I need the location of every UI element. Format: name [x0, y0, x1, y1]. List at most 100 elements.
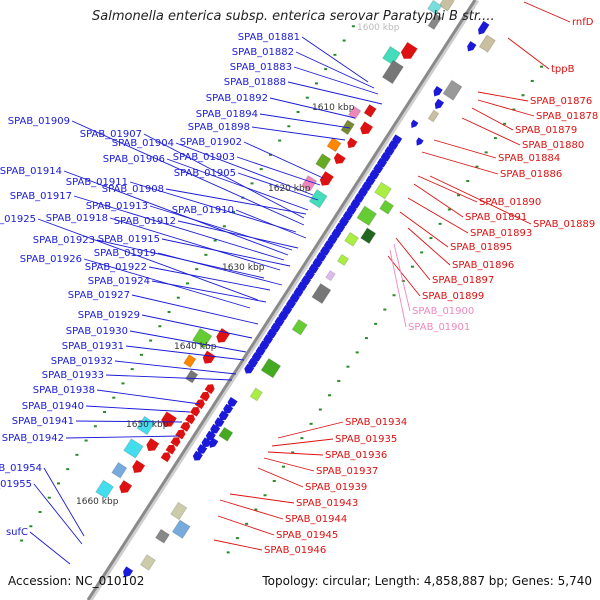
tick-mark: [364, 337, 368, 340]
leader-line: [237, 172, 319, 201]
gene-feature: [244, 363, 255, 374]
leader-line: [429, 175, 532, 225]
leader-line: [389, 249, 407, 328]
gene-label: SPAB_01937: [316, 466, 378, 477]
tick-mark: [324, 68, 328, 71]
gene-feature: [478, 20, 490, 35]
gene-feature: [214, 417, 225, 427]
tick-mark: [457, 194, 461, 197]
tick-mark: [305, 96, 309, 99]
gene-label: SPAB_01908: [102, 184, 164, 195]
tick-mark: [139, 353, 143, 356]
accession-text: Accession: NC_010102: [8, 574, 145, 588]
gene-feature: [325, 270, 336, 282]
tick-mark: [176, 296, 180, 299]
gene-label: SPAB_01917: [10, 191, 72, 202]
ruler-label: 1610 kbp: [312, 103, 355, 113]
gene-feature: [354, 193, 365, 203]
gene-feature: [218, 426, 234, 442]
gene-feature: [123, 566, 134, 577]
gene-label: SPAB_01925: [0, 214, 36, 225]
leader-line: [461, 117, 521, 146]
gene-feature: [360, 121, 373, 135]
tick-mark: [351, 25, 355, 28]
leader-line: [83, 258, 251, 309]
tick-mark: [318, 408, 322, 411]
gene-label: SPAB_01939: [305, 482, 367, 493]
gene-label: SPAB_01899: [422, 291, 484, 302]
leader-line: [523, 1, 571, 23]
tick-mark: [484, 151, 488, 154]
gene-feature: [260, 357, 282, 379]
gene-label: tppB: [551, 64, 575, 75]
tick-mark: [38, 510, 42, 513]
leader-line: [295, 51, 375, 89]
leader-line: [125, 345, 245, 361]
tick-mark: [272, 479, 276, 482]
tick-mark: [392, 294, 396, 297]
backbone-layer: [86, 0, 480, 600]
gene-feature: [327, 234, 338, 245]
gene-feature: [189, 406, 200, 417]
ruler-label: 1650 kbp: [126, 420, 169, 430]
tick-mark: [195, 268, 199, 271]
gene-label: SPAB_01929: [78, 310, 140, 321]
tick-mark: [314, 82, 318, 85]
leader-line: [37, 218, 259, 301]
gene-label: SPAB_01942: [2, 433, 64, 444]
gene-feature: [381, 59, 405, 85]
tick-mark: [222, 225, 226, 228]
gene-label: SPAB_01897: [432, 275, 494, 286]
tick-mark: [75, 453, 79, 456]
tick-mark: [539, 65, 543, 68]
gene-label: SPAB_01910: [172, 205, 234, 216]
gene-feature: [319, 171, 334, 186]
leader-line: [433, 139, 497, 159]
tick-mark: [296, 110, 300, 113]
gene-feature: [278, 310, 289, 321]
gene-feature: [201, 437, 212, 448]
gene-feature: [139, 554, 157, 571]
leader-line: [217, 515, 275, 536]
gene-label: SPAB_01898: [188, 122, 250, 133]
gene-feature: [301, 275, 312, 286]
tick-mark: [337, 379, 341, 382]
gene-feature: [227, 397, 238, 407]
tick-mark: [512, 108, 516, 111]
gene-feature: [218, 410, 229, 421]
tick-mark: [56, 482, 60, 485]
gene-label: SPAB_01931: [62, 341, 124, 352]
gene-label: SPAB_01883: [230, 62, 292, 73]
leader-line: [96, 389, 201, 405]
gene-feature: [255, 346, 266, 356]
gene-label: SPAB_01918: [46, 213, 108, 224]
leader-line: [507, 37, 550, 70]
tick-mark: [281, 465, 285, 468]
leader-line: [165, 188, 307, 215]
gene-feature: [442, 79, 463, 101]
gene-feature: [249, 387, 264, 402]
gene-feature: [293, 287, 304, 298]
gene-label: SPAB_01879: [515, 125, 577, 136]
tick-mark: [47, 496, 51, 499]
leader-line: [43, 467, 85, 537]
leader-line: [407, 227, 451, 266]
gene-features: [95, 0, 496, 577]
gene-feature: [300, 174, 318, 192]
gene-feature: [343, 231, 360, 247]
leader-line: [417, 175, 478, 203]
tick-mark: [300, 437, 304, 440]
tick-mark: [346, 365, 350, 368]
gene-label: SPAB_01933: [42, 370, 104, 381]
gene-feature: [171, 519, 191, 540]
leader-line: [421, 151, 499, 175]
leader-line: [33, 483, 83, 545]
tick-mark: [204, 253, 208, 256]
gene-label: SPAB_01902: [180, 137, 242, 148]
gene-label: SPAB_01905: [174, 168, 236, 179]
leader-line: [148, 266, 271, 291]
gene-feature: [223, 403, 234, 414]
gene-feature: [434, 98, 444, 110]
leader-line: [257, 467, 304, 488]
